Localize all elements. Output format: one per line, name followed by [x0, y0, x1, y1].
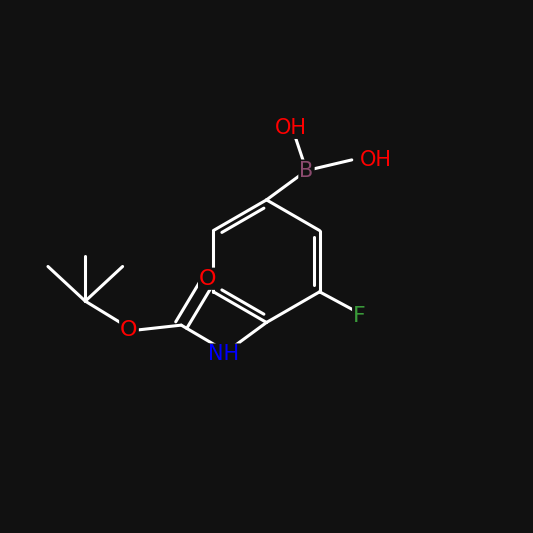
Text: F: F	[353, 306, 366, 326]
Text: OH: OH	[274, 118, 306, 138]
Text: NH: NH	[208, 344, 239, 365]
Text: B: B	[300, 160, 313, 181]
Text: O: O	[199, 269, 216, 289]
Text: O: O	[120, 320, 138, 341]
Text: OH: OH	[360, 150, 392, 170]
